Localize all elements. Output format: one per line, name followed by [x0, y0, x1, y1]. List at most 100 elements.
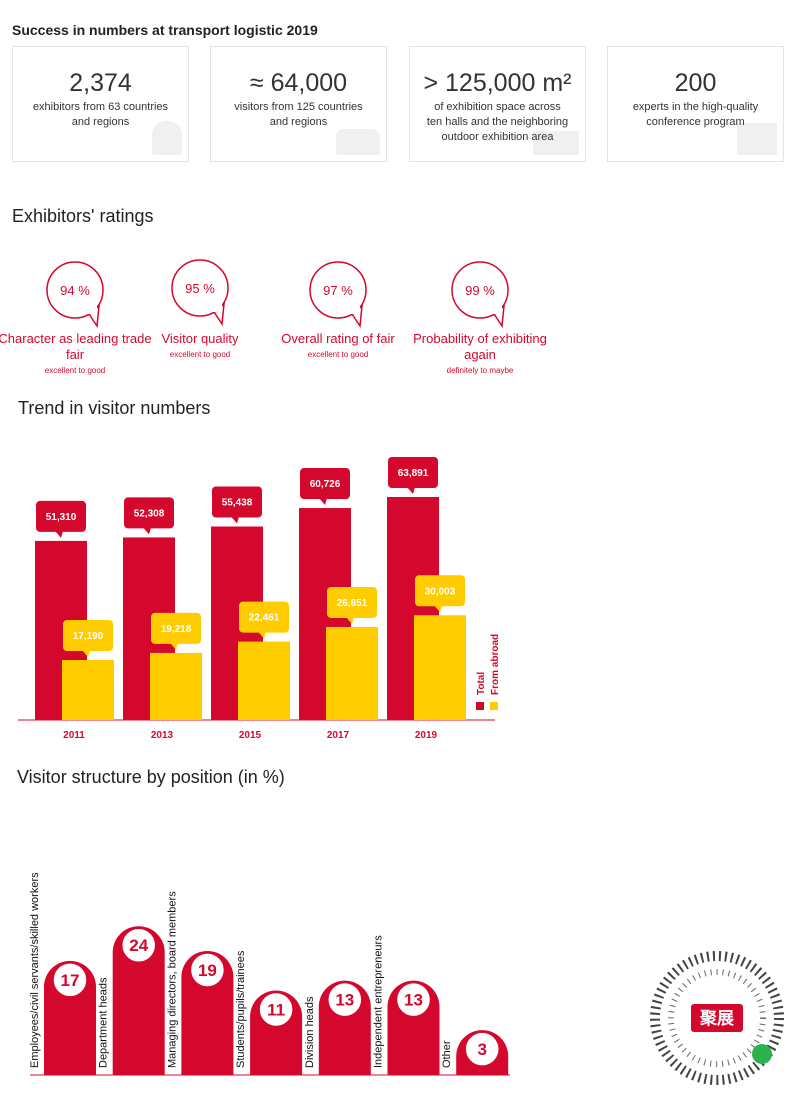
- rating-label: Overall rating of fair: [281, 331, 395, 346]
- icon: [737, 123, 777, 155]
- x-tick-label: Students/pupils/trainees: [235, 950, 247, 1068]
- x-tick-label: 2015: [239, 730, 262, 741]
- value-circle: [395, 981, 432, 1018]
- icon: [533, 131, 579, 155]
- speech-bubble: [171, 259, 229, 317]
- page-title: Success in numbers at transport logistic…: [12, 22, 318, 38]
- data-label: 17,190: [73, 631, 104, 642]
- rating: Visitor quality excellent to good: [120, 331, 280, 359]
- rating-label: Character as leading trade fair: [0, 331, 152, 362]
- rating-label: Visitor quality: [161, 331, 239, 346]
- stat-value: 200: [674, 69, 717, 97]
- stat-card: 200 experts in the high-quality conferen…: [607, 46, 784, 162]
- x-tick-label: Employees/civil servants/skilled workers: [29, 872, 41, 1068]
- section-title: Visitor structure by position (in %): [17, 767, 285, 787]
- rating-value: 94 %: [60, 283, 90, 298]
- value-circle: [327, 981, 363, 1018]
- section-title: Trend in visitor numbers: [18, 398, 211, 418]
- bubble-mask: [493, 305, 502, 314]
- data-label: 19: [198, 961, 217, 980]
- rating-note: excellent to good: [169, 350, 231, 359]
- data-label: 13: [335, 991, 354, 1010]
- label-box: [212, 486, 262, 518]
- x-tick-label: Other: [441, 1040, 453, 1068]
- value-circle: [258, 991, 294, 1028]
- legend-label: From abroad: [490, 634, 501, 695]
- data-label: 30,003: [425, 586, 456, 597]
- rating-value: 99 %: [465, 283, 495, 298]
- qr-icon: [752, 1044, 772, 1064]
- data-label: 22,461: [249, 613, 280, 624]
- data-label: 55,438: [222, 498, 253, 509]
- data-label: 52,308: [134, 508, 165, 519]
- label-pointer: [434, 605, 442, 613]
- label-pointer: [170, 642, 178, 650]
- bubble-mask: [88, 305, 97, 314]
- value-circle: [464, 1031, 500, 1067]
- rating: Probability of exhibiting again definitel…: [400, 331, 560, 375]
- x-tick-label: Division heads: [304, 996, 316, 1068]
- data-label: 63,891: [398, 468, 429, 479]
- bar: [62, 660, 114, 720]
- rating-value: 97 %: [323, 283, 353, 298]
- data-label: 17: [61, 971, 80, 990]
- stat-value: ≈ 64,000: [249, 69, 348, 97]
- label-box: [151, 612, 201, 644]
- stat-text: exhibitors from 63 countries and regions: [32, 101, 169, 128]
- stat-value: 2,374: [69, 69, 132, 97]
- label-box: [388, 457, 438, 488]
- label-pointer: [55, 530, 63, 538]
- value-circle: [120, 927, 157, 963]
- data-label: 24: [129, 936, 148, 955]
- bar: [414, 615, 466, 720]
- data-label: 3: [477, 1040, 486, 1059]
- data-label: 13: [404, 991, 423, 1010]
- data-label: 26,651: [337, 598, 368, 609]
- x-tick-label: Independent entrepreneurs: [373, 935, 385, 1068]
- stat-text: experts in the high-quality conference p…: [632, 101, 759, 128]
- legend-label: Total: [476, 672, 487, 695]
- label-box: [124, 497, 174, 529]
- stat-text: visitors from 125 countries and regions: [234, 101, 363, 128]
- label-pointer: [231, 516, 239, 524]
- stat-text: of exhibition space across ten halls and…: [426, 101, 569, 143]
- bar: [238, 641, 290, 720]
- label-box: [327, 586, 377, 618]
- value-circle: [52, 962, 88, 998]
- speech-bubble: [451, 261, 509, 319]
- x-tick-label: 2017: [327, 730, 350, 741]
- qr-code: 聚展: [650, 951, 784, 1085]
- bar: [112, 926, 165, 1075]
- x-tick-label: Managing directors, board members: [166, 891, 178, 1068]
- rating-value: 95 %: [185, 281, 215, 296]
- legend-swatch: [490, 702, 498, 710]
- label-box: [300, 468, 350, 500]
- label-pointer: [407, 487, 415, 494]
- rating-label: Probability of exhibiting again: [413, 331, 547, 362]
- qr-label: 聚展: [699, 1009, 734, 1028]
- label-pointer: [258, 631, 266, 639]
- bar: [326, 626, 378, 720]
- data-label: 60,726: [310, 479, 341, 490]
- rating: Character as leading trade fair excellent…: [0, 331, 155, 375]
- label-box: [63, 620, 113, 652]
- label-pointer: [82, 650, 90, 658]
- label-pointer: [319, 498, 327, 506]
- data-label: 19,218: [161, 624, 192, 635]
- rating-note: definitely to maybe: [446, 366, 514, 375]
- value-circle: [189, 952, 226, 988]
- section-title: Exhibitors' ratings: [12, 206, 154, 226]
- label-box: [36, 500, 86, 532]
- x-tick-label: 2019: [415, 730, 438, 741]
- bar: [150, 652, 202, 720]
- bubble-mask: [351, 305, 360, 314]
- label-box: [415, 575, 465, 607]
- label-pointer: [346, 616, 354, 624]
- label-box: [239, 601, 289, 633]
- label-pointer: [143, 527, 151, 535]
- stat-card: > 125,000 m² of exhibition space across …: [409, 46, 586, 162]
- legend-swatch: [476, 702, 484, 710]
- stat-card: 2,374 exhibitors from 63 countries and r…: [12, 46, 189, 162]
- x-tick-label: 2011: [63, 730, 85, 741]
- rating-note: excellent to good: [307, 350, 369, 359]
